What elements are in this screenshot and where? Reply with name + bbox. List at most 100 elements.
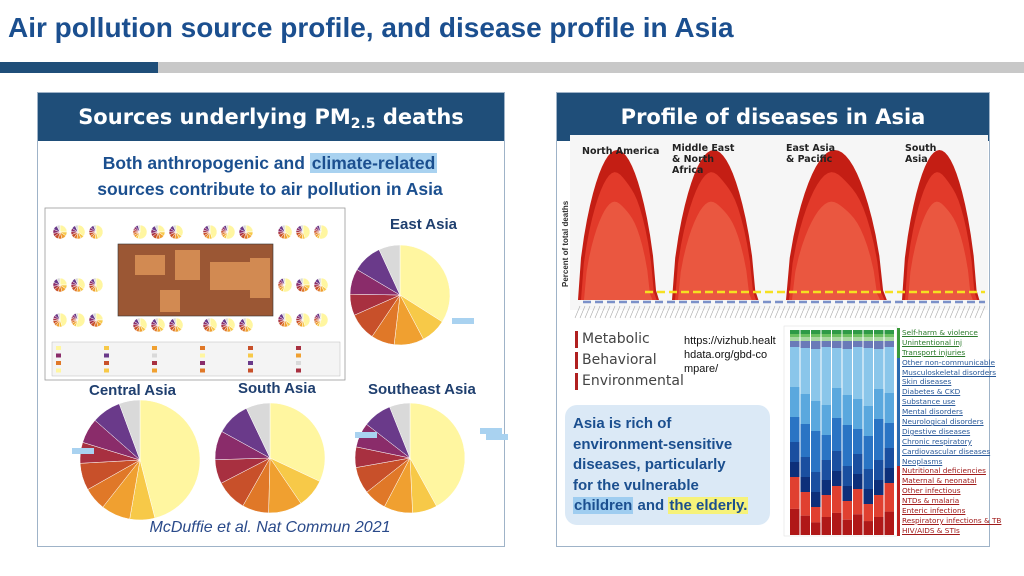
map-region (210, 262, 250, 290)
stack-segment (884, 511, 894, 535)
legend-swatch (200, 346, 205, 350)
tick-label-stub (924, 305, 931, 319)
tick-label-stub (634, 305, 641, 319)
stack-segment (863, 521, 873, 535)
stack-segment (853, 514, 863, 535)
legend-swatch (152, 353, 157, 358)
tick-label-stub (649, 305, 656, 319)
pie-slice (74, 277, 79, 286)
tick-label-stub (629, 305, 636, 319)
stack-segment (800, 457, 810, 477)
disease-item: HIV/AIDS & STIs (897, 525, 992, 536)
legend-area (51, 341, 341, 377)
stack-segment (811, 507, 821, 523)
legend-swatch (200, 353, 205, 358)
stack-segment (790, 330, 800, 334)
subtext: Both anthropogenic and climate-related s… (37, 150, 503, 202)
tick-label-stub (949, 305, 956, 319)
stack-segment (863, 489, 873, 504)
stack-segment (874, 419, 884, 460)
stack-segment (821, 341, 831, 347)
tick-label-stub (959, 305, 966, 319)
tick-label-stub (644, 305, 651, 319)
tick-label-stub (874, 305, 881, 319)
tick-label-stub (674, 305, 681, 319)
tick-label-stub (819, 305, 826, 319)
stack-segment (874, 337, 884, 341)
pie-slice (299, 277, 304, 286)
disease-item: Neoplasms (897, 456, 992, 467)
tick-label-stub (904, 305, 911, 319)
subtext-line: sources contribute to air pollution in A… (97, 179, 443, 199)
tick-label-stub (739, 305, 746, 319)
map-region (160, 290, 180, 312)
callout-highlight: the elderly. (668, 497, 749, 514)
legend-swatch (248, 368, 253, 373)
stack-segment (874, 517, 884, 535)
stack-segment (800, 337, 810, 341)
stack-segment (790, 337, 800, 341)
pie-slice (118, 399, 141, 461)
disease-item: Diabetes & CKD (897, 387, 992, 398)
stack-segment (863, 337, 873, 341)
tick-label-stub (829, 305, 836, 319)
callout-joiner: and (637, 497, 665, 514)
callout-line: children and the elderly. (573, 496, 749, 517)
stack-segment (863, 406, 873, 436)
stack-segment (832, 337, 842, 341)
area-layer (584, 201, 660, 300)
tick-label-stub (839, 305, 846, 319)
pie-slice (209, 224, 218, 239)
stack-segment (790, 334, 800, 337)
stack-segment (821, 347, 831, 405)
pie-slice (281, 224, 286, 233)
stack-segment (800, 330, 810, 334)
chart-region-label: Middle East & North Africa (672, 143, 735, 176)
tick-label-stub (729, 305, 736, 319)
callout-text: Asia is rich of environment-sensitive dise… (573, 414, 749, 517)
legend-swatch (248, 353, 253, 358)
stack-segment (821, 435, 831, 460)
stack-segment (790, 477, 800, 509)
tick-label-stub (654, 305, 661, 319)
pie-slice (300, 224, 304, 233)
legend-swatch (296, 361, 301, 365)
legend-swatch (152, 346, 157, 350)
pie-slice (300, 312, 304, 321)
citation: McDuffie et al. Nat Commun 2021 (149, 519, 391, 536)
stack-segment (853, 334, 863, 337)
stack-segment (832, 512, 842, 535)
legend-swatch (104, 361, 109, 365)
pie-slice (269, 402, 326, 482)
tick-label-stub (779, 305, 786, 319)
stack-segment (884, 330, 894, 334)
tick-label-stub (759, 305, 766, 319)
tick-label-stub (714, 305, 721, 319)
tick-label-stub (944, 305, 951, 319)
pie-slice (281, 312, 286, 321)
pie-slice (93, 224, 97, 233)
disease-item: Other infectious (897, 486, 992, 497)
area-layer (678, 201, 760, 300)
stack-segment (821, 334, 831, 337)
stack-segment (842, 486, 852, 501)
stack-segment (842, 425, 852, 466)
legend-swatch (56, 346, 61, 350)
stack-segment (821, 330, 831, 334)
tick-label-stub (889, 305, 896, 319)
stack-segment (863, 330, 873, 334)
pie-slice (56, 224, 61, 233)
pie-slice (206, 317, 211, 326)
stack-segment (884, 334, 894, 337)
stack-segment (800, 424, 810, 457)
stack-segment (842, 330, 852, 334)
legend-swatch (56, 353, 61, 358)
disease-item: Respiratory infections & TB (897, 515, 1001, 526)
stack-segment (800, 341, 810, 348)
stack-segment (832, 486, 842, 513)
tick-label-stub (799, 305, 806, 319)
pie-slice (92, 312, 97, 321)
tick-label-stub (809, 305, 816, 319)
legend-item: Environmental (575, 373, 684, 390)
